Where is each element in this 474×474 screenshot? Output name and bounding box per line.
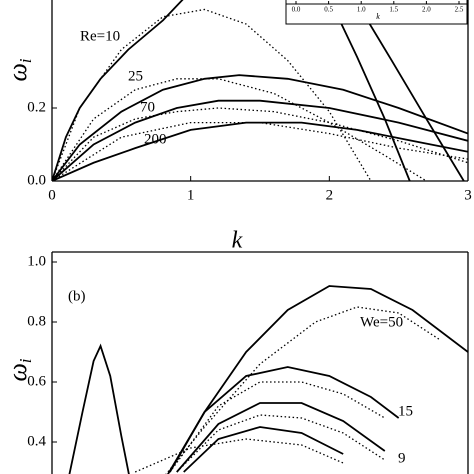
curve	[165, 306, 441, 474]
curve	[52, 0, 184, 181]
annotation: 25	[128, 68, 143, 84]
y-axis-label: ωi	[3, 358, 35, 381]
annotation: We=50	[360, 314, 403, 330]
y-axis-label: ωi	[3, 58, 35, 81]
y-tick-label: 0.4	[27, 433, 46, 449]
annotation: (b)	[68, 288, 86, 304]
y-tick-label: 0.0	[27, 172, 46, 188]
curve	[176, 414, 386, 473]
annotation: 200	[144, 131, 167, 147]
y-axis-label-main: ω	[3, 363, 32, 381]
y-axis-label-main: ω	[3, 63, 32, 81]
annotation: Re=10	[80, 28, 120, 44]
curve	[68, 343, 130, 474]
curve	[176, 402, 386, 473]
x-tick-label: 1	[187, 187, 195, 203]
inset-tick-label: 2.5	[455, 6, 464, 14]
inset-tick-label: 0.5	[324, 6, 333, 14]
curve	[52, 99, 468, 181]
inset-x-label: k	[376, 12, 380, 21]
y-tick-label: 0.6	[27, 373, 46, 389]
y-axis-label-sub: i	[16, 58, 35, 63]
curve	[167, 285, 468, 474]
x-tick-label: 2	[326, 187, 334, 203]
y-axis-label-sub: i	[16, 358, 35, 363]
inset-tick-label: 1.0	[357, 6, 366, 14]
inset-tick-label: 1.5	[389, 6, 398, 14]
curve	[169, 366, 400, 473]
curve	[329, 0, 411, 181]
y-tick-label: 0.8	[27, 313, 46, 329]
y-tick-label: 0.2	[27, 99, 46, 115]
curve	[169, 381, 386, 473]
plot-area	[68, 285, 468, 474]
curve	[183, 426, 344, 473]
curve	[52, 78, 427, 181]
x-axis-label: k	[232, 228, 243, 254]
x-tick-label: 3	[464, 187, 472, 203]
curve	[354, 0, 465, 181]
plot-area	[52, 0, 468, 181]
inset-tick-label: 2.0	[422, 6, 431, 14]
curve	[52, 8, 372, 181]
annotation: 70	[140, 99, 155, 115]
x-tick-label: 0	[48, 187, 56, 203]
annotation: 15	[398, 403, 413, 419]
curve	[134, 438, 344, 473]
annotation: 9	[398, 450, 406, 466]
y-tick-label: 1.0	[27, 253, 46, 269]
curve	[52, 74, 468, 181]
inset-tick-label: 0.0	[292, 6, 301, 14]
